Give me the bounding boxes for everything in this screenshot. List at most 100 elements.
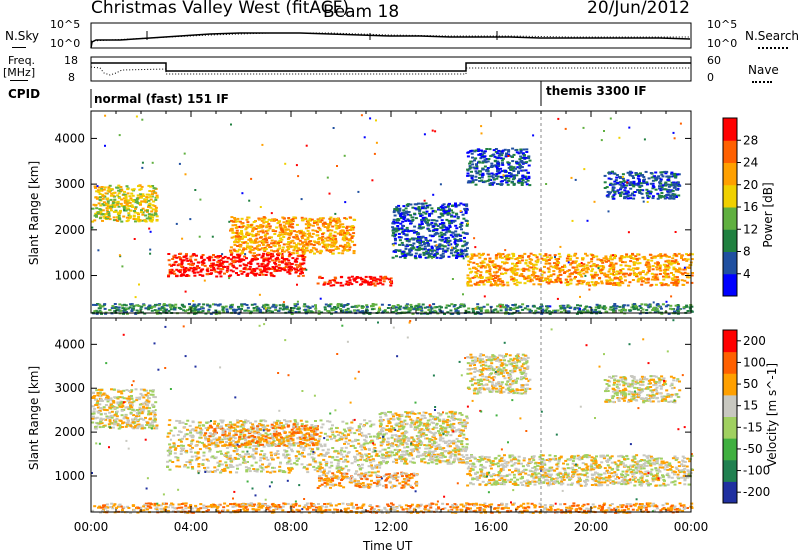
range-gate-cell bbox=[404, 245, 408, 248]
range-gate-cell bbox=[260, 217, 264, 220]
range-gate-cell bbox=[612, 197, 616, 200]
range-gate-cell bbox=[635, 305, 639, 308]
range-gate-cell bbox=[431, 210, 435, 213]
range-gate-cell bbox=[612, 194, 616, 197]
range-gate-cell bbox=[399, 305, 402, 308]
range-gate-cell bbox=[563, 272, 566, 274]
range-gate-cell bbox=[444, 228, 447, 231]
range-gate-cell bbox=[104, 144, 106, 147]
range-gate-cell bbox=[676, 278, 680, 281]
range-gate-cell bbox=[193, 310, 197, 313]
freq-left-underline bbox=[10, 80, 28, 81]
range-gate-cell bbox=[500, 280, 504, 282]
range-gate-cell bbox=[466, 282, 470, 285]
range-gate-cell bbox=[295, 237, 299, 240]
range-gate-cell bbox=[578, 263, 582, 265]
range-gate-cell bbox=[685, 259, 689, 262]
range-gate-cell bbox=[536, 258, 540, 261]
range-gate-cell bbox=[426, 242, 430, 244]
range-gate-cell bbox=[117, 192, 121, 195]
range-gate-cell bbox=[264, 230, 268, 233]
range-gate-cell bbox=[591, 264, 595, 267]
range-gate-cell bbox=[273, 261, 277, 264]
range-gate-cell bbox=[192, 268, 196, 271]
range-gate-cell bbox=[426, 312, 430, 315]
range-gate-cell bbox=[657, 175, 661, 178]
range-gate-cell bbox=[604, 306, 608, 309]
range-gate-cell bbox=[153, 396, 157, 399]
range-gate-cell bbox=[137, 185, 140, 188]
range-gate-cell bbox=[278, 260, 282, 263]
range-gate-cell bbox=[445, 209, 448, 212]
range-gate-cell bbox=[107, 212, 111, 215]
range-gate-cell bbox=[455, 245, 459, 248]
range-gate-cell bbox=[677, 194, 681, 197]
range-gate-cell bbox=[612, 263, 616, 266]
range-gate-cell bbox=[470, 270, 474, 273]
range-gate-cell bbox=[623, 186, 627, 189]
range-gate-cell bbox=[380, 303, 384, 306]
range-gate-cell bbox=[155, 311, 159, 314]
range-gate-cell bbox=[237, 239, 241, 242]
range-gate-cell bbox=[507, 174, 511, 177]
range-gate-cell bbox=[634, 304, 638, 307]
range-gate-cell bbox=[573, 271, 577, 274]
range-gate-cell bbox=[558, 305, 562, 307]
range-gate-cell bbox=[655, 266, 659, 269]
range-gate-cell bbox=[629, 309, 633, 312]
range-gate-cell bbox=[255, 245, 259, 248]
range-gate-cell bbox=[591, 268, 595, 271]
range-gate-cell bbox=[429, 306, 433, 309]
range-gate-cell bbox=[588, 284, 592, 287]
range-gate-cell bbox=[334, 311, 338, 313]
range-gate-cell bbox=[339, 281, 343, 284]
range-gate-cell bbox=[250, 258, 254, 261]
range-gate-cell bbox=[234, 224, 238, 226]
range-gate-cell bbox=[100, 398, 103, 401]
range-gate-cell bbox=[629, 197, 632, 200]
range-gate-cell bbox=[536, 307, 540, 310]
range-gate-cell bbox=[263, 258, 267, 261]
range-gate-cell bbox=[229, 304, 233, 307]
range-gate-cell bbox=[308, 234, 311, 237]
range-gate-cell bbox=[531, 268, 535, 271]
range-gate-cell bbox=[428, 214, 431, 217]
range-gate-cell bbox=[613, 257, 617, 260]
range-gate-cell bbox=[141, 426, 145, 429]
range-gate-cell bbox=[271, 259, 275, 262]
range-gate-cell bbox=[310, 218, 314, 221]
range-gate-cell bbox=[652, 186, 656, 189]
range-gate-cell bbox=[241, 251, 245, 254]
range-gate-cell bbox=[608, 183, 612, 186]
range-gate-cell bbox=[338, 231, 342, 234]
range-gate-cell bbox=[590, 254, 594, 257]
range-gate-cell bbox=[218, 261, 222, 264]
range-gate-cell bbox=[659, 171, 663, 174]
range-gate-cell bbox=[520, 256, 524, 259]
range-gate-cell bbox=[583, 307, 587, 310]
range-gate-cell bbox=[98, 391, 102, 394]
range-gate-cell bbox=[297, 230, 301, 232]
range-gate-cell bbox=[282, 250, 286, 253]
range-gate-cell bbox=[405, 234, 409, 237]
range-gate-cell bbox=[139, 196, 143, 199]
range-gate-cell bbox=[419, 227, 423, 230]
range-gate-cell bbox=[228, 306, 232, 309]
range-gate-cell bbox=[485, 271, 489, 274]
range-gate-cell bbox=[295, 303, 299, 306]
range-gate-cell bbox=[334, 220, 338, 223]
range-gate-cell bbox=[499, 280, 503, 283]
range-gate-cell bbox=[104, 114, 107, 117]
range-gate-cell bbox=[592, 310, 596, 313]
range-gate-cell bbox=[110, 416, 114, 419]
range-gate-cell bbox=[249, 310, 253, 313]
range-gate-cell bbox=[304, 310, 308, 313]
range-gate-cell bbox=[226, 271, 229, 273]
range-gate-cell bbox=[639, 172, 642, 175]
range-gate-cell bbox=[492, 283, 496, 286]
range-gate-cell bbox=[526, 264, 530, 267]
range-gate-cell bbox=[212, 266, 216, 269]
range-gate-cell bbox=[129, 197, 133, 200]
range-gate-cell bbox=[401, 211, 405, 214]
range-gate-cell bbox=[391, 243, 395, 246]
